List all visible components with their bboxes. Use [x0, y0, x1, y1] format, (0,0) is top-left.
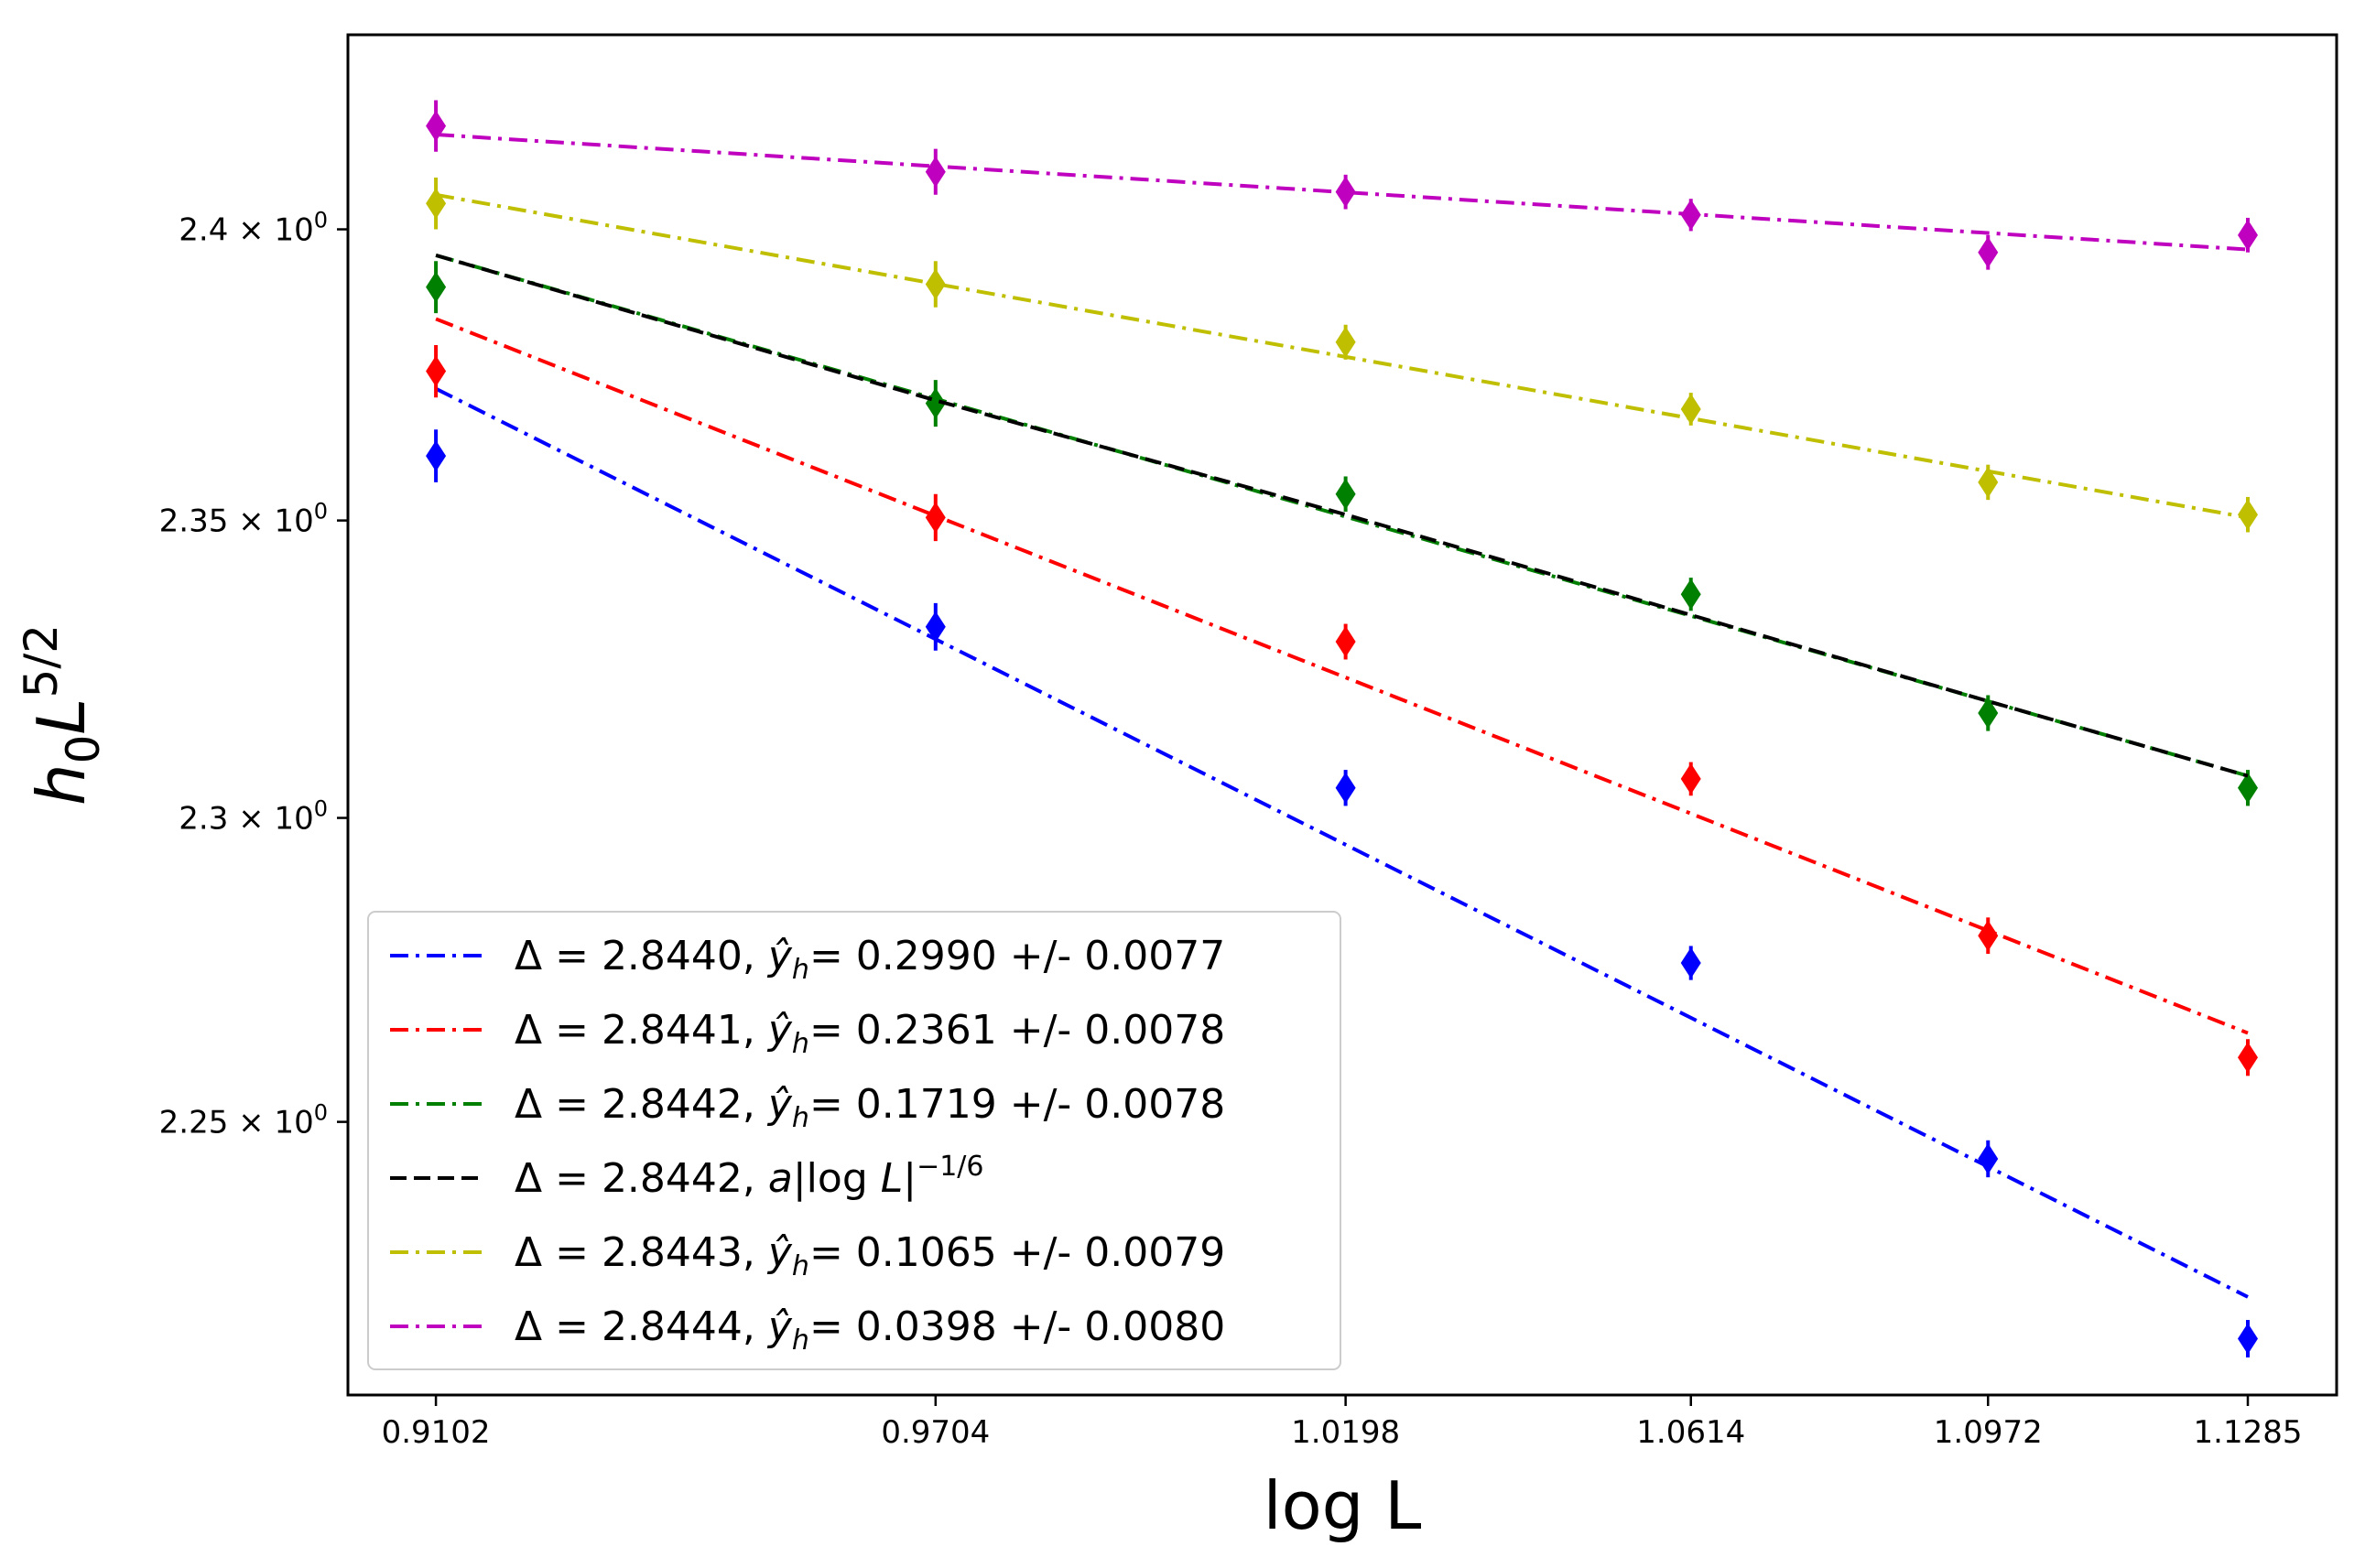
x-tick-label: 1.0198	[1291, 1414, 1400, 1451]
data-point	[925, 502, 946, 534]
data-point	[1680, 762, 1701, 795]
data-point	[925, 268, 946, 300]
x-tick-label: 1.1285	[2194, 1414, 2303, 1451]
y-tick-label: 2.4 × 100	[179, 208, 328, 249]
x-tick-label: 1.0972	[1934, 1414, 2043, 1451]
legend-entry: Δ = 2.8444, ŷh= 0.0398 +/- 0.0080	[515, 1303, 1225, 1357]
data-point	[426, 188, 447, 220]
data-point	[1978, 920, 1999, 952]
legend: Δ = 2.8440, ŷh= 0.2990 +/- 0.0077 Δ = 2.8…	[367, 911, 1341, 1370]
data-point	[1978, 466, 1999, 498]
legend-box	[367, 911, 1341, 1370]
data-point	[1978, 1142, 1999, 1174]
y-tick-label: 2.35 × 100	[159, 499, 328, 540]
data-point	[1335, 772, 1356, 804]
data-point	[1978, 236, 1999, 268]
data-marks	[426, 100, 2259, 1357]
data-point	[426, 440, 447, 472]
y-axis-label: h0L5/2	[15, 624, 110, 806]
legend-entry: Δ = 2.8442, a|log L|−1/6	[515, 1151, 984, 1202]
data-point	[925, 387, 946, 419]
data-point	[1680, 579, 1701, 611]
data-point	[1680, 199, 1701, 231]
fit-line-series-3	[435, 253, 2249, 778]
data-point	[925, 611, 946, 643]
data-point	[1335, 176, 1356, 208]
data-point	[426, 355, 447, 387]
x-tick-label: 1.0614	[1636, 1414, 1745, 1451]
data-point	[426, 271, 447, 303]
y-tick-label: 2.3 × 100	[179, 796, 328, 838]
data-point	[925, 156, 946, 188]
data-point	[426, 110, 447, 142]
axis-ticks: 0.9102 0.9704 1.0198 1.0614 1.0972 1.1285 2.25…	[159, 208, 2303, 1451]
fit-line-series-4	[435, 192, 2249, 520]
data-point	[2238, 499, 2259, 531]
plot-frame	[346, 33, 2338, 1397]
legend-entry: Δ = 2.8440, ŷh= 0.2990 +/- 0.0077	[515, 933, 1225, 986]
fit-line-series-1	[435, 317, 2249, 1035]
data-point	[1335, 478, 1356, 510]
data-point	[1335, 625, 1356, 657]
fit-line-series-0	[435, 386, 2249, 1299]
data-point	[1680, 947, 1701, 979]
x-tick-label: 0.9102	[382, 1414, 491, 1451]
x-tick-label: 0.9704	[881, 1414, 990, 1451]
data-point	[2238, 1323, 2259, 1355]
data-point	[1978, 697, 1999, 730]
data-point	[1680, 393, 1701, 425]
data-point	[2238, 772, 2259, 804]
data-point	[2238, 219, 2259, 251]
legend-entry: Δ = 2.8441, ŷh= 0.2361 +/- 0.0078	[515, 1007, 1225, 1060]
legend-entry: Δ = 2.8442, ŷh= 0.1719 +/- 0.0078	[515, 1081, 1225, 1134]
data-point	[1335, 326, 1356, 358]
data-point	[2238, 1042, 2259, 1074]
legend-entry: Δ = 2.8443, ŷh= 0.1065 +/- 0.0079	[515, 1229, 1225, 1282]
x-axis-label: log L	[1264, 1467, 1422, 1544]
fit-line-series-2	[435, 253, 2249, 778]
y-tick-label: 2.25 × 100	[159, 1100, 328, 1141]
